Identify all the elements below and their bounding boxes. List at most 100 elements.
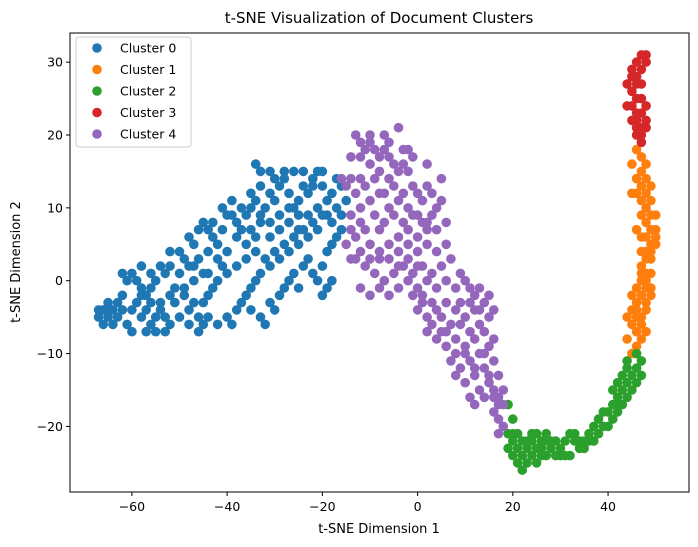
point-cluster-0-113 <box>284 275 294 286</box>
point-cluster-4-17 <box>346 173 356 184</box>
point-cluster-4-165 <box>436 173 447 184</box>
point-cluster-0-119 <box>312 275 323 286</box>
point-cluster-1-51 <box>646 290 656 301</box>
point-cluster-4-106 <box>484 377 494 388</box>
point-cluster-4-0 <box>350 130 361 140</box>
point-cluster-4-99 <box>446 356 456 366</box>
point-cluster-0-171 <box>265 217 275 228</box>
point-cluster-0-111 <box>265 297 275 308</box>
point-cluster-4-95 <box>484 341 494 352</box>
point-cluster-4-76 <box>460 275 471 286</box>
point-cluster-1-10 <box>627 290 637 301</box>
point-cluster-4-88 <box>422 326 432 337</box>
point-cluster-0-120 <box>317 261 328 271</box>
point-cluster-0-64 <box>255 217 266 228</box>
point-cluster-0-128 <box>155 261 166 271</box>
point-cluster-0-35 <box>174 246 185 257</box>
point-cluster-4-82 <box>460 312 471 322</box>
point-cluster-1-9 <box>631 297 642 308</box>
point-cluster-3-27 <box>636 130 647 140</box>
point-cluster-4-48 <box>403 239 413 250</box>
point-cluster-0-48 <box>217 261 228 271</box>
point-cluster-4-39 <box>360 224 371 235</box>
point-cluster-0-61 <box>241 239 251 250</box>
point-cluster-0-97 <box>265 261 275 271</box>
point-cluster-0-165 <box>298 166 309 177</box>
point-cluster-4-21 <box>369 173 380 184</box>
point-cluster-0-102 <box>241 290 251 301</box>
point-cluster-0-8 <box>93 305 104 315</box>
point-cluster-0-16 <box>131 275 142 286</box>
point-cluster-4-41 <box>341 239 352 250</box>
point-cluster-4-159 <box>408 290 418 301</box>
point-cluster-4-179 <box>412 261 423 271</box>
point-cluster-0-118 <box>308 268 318 279</box>
point-cluster-4-161 <box>465 297 475 308</box>
point-cluster-4-45 <box>374 246 385 257</box>
x-tick-label: 0 <box>414 499 422 514</box>
point-cluster-4-158 <box>417 297 428 308</box>
legend-label-cluster-0: Cluster 0 <box>120 41 176 56</box>
point-cluster-4-65 <box>365 290 375 301</box>
point-cluster-0-82 <box>327 188 337 199</box>
point-cluster-0-151 <box>122 319 132 330</box>
point-cluster-1-45 <box>622 334 632 344</box>
point-cluster-4-78 <box>469 290 480 301</box>
point-cluster-0-103 <box>236 297 247 308</box>
point-cluster-1-58 <box>646 283 656 293</box>
point-cluster-1-2 <box>636 334 647 344</box>
point-cluster-4-54 <box>436 261 447 271</box>
point-cluster-0-178 <box>198 217 209 228</box>
point-cluster-0-95 <box>274 254 285 264</box>
point-cluster-4-163 <box>484 290 494 301</box>
point-cluster-4-154 <box>484 370 494 381</box>
chart-title: t-SNE Visualization of Document Clusters <box>225 9 534 27</box>
point-cluster-4-43 <box>355 246 366 257</box>
point-cluster-0-89 <box>303 232 313 242</box>
point-cluster-0-49 <box>222 246 232 257</box>
point-cluster-0-88 <box>308 217 318 228</box>
points-layer <box>93 50 661 475</box>
point-cluster-4-139 <box>393 261 404 271</box>
point-cluster-0-124 <box>336 224 347 235</box>
point-cluster-0-123 <box>331 232 342 242</box>
y-axis: −20 −10 0 10 20 30 <box>37 55 70 434</box>
point-cluster-4-164 <box>489 305 499 315</box>
point-cluster-0-87 <box>312 224 323 235</box>
point-cluster-2-19 <box>560 436 570 446</box>
point-cluster-4-121 <box>346 210 356 220</box>
point-cluster-4-73 <box>441 275 452 286</box>
point-cluster-2-56 <box>541 428 551 439</box>
point-cluster-0-7 <box>108 319 118 330</box>
point-cluster-4-18 <box>341 181 352 191</box>
point-cluster-1-26 <box>641 217 651 228</box>
point-cluster-4-23 <box>389 181 399 191</box>
point-cluster-3-17 <box>641 122 651 133</box>
point-cluster-1-41 <box>631 144 642 155</box>
point-cluster-0-172 <box>255 210 266 220</box>
point-cluster-2-40 <box>622 392 632 403</box>
point-cluster-3-23 <box>622 101 632 111</box>
x-tick-label: 20 <box>505 499 521 514</box>
point-cluster-3-13 <box>636 108 647 118</box>
point-cluster-0-18 <box>146 283 156 293</box>
point-cluster-4-130 <box>403 224 413 235</box>
point-cluster-0-125 <box>322 283 332 293</box>
point-cluster-1-19 <box>646 254 656 264</box>
point-cluster-0-130 <box>136 261 147 271</box>
point-cluster-4-32 <box>427 210 437 220</box>
point-cluster-3-10 <box>636 93 647 104</box>
point-cluster-3-2 <box>631 57 642 67</box>
point-cluster-4-148 <box>489 334 499 344</box>
point-cluster-0-141 <box>212 319 223 330</box>
point-cluster-4-3 <box>365 137 375 148</box>
point-cluster-2-55 <box>531 443 542 454</box>
point-cluster-4-83 <box>450 305 461 315</box>
point-cluster-4-152 <box>441 341 452 352</box>
point-cluster-0-135 <box>212 254 223 264</box>
point-cluster-0-53 <box>217 224 228 235</box>
point-cluster-3-3 <box>636 64 647 75</box>
point-cluster-0-46 <box>203 268 213 279</box>
point-cluster-0-40 <box>179 290 190 301</box>
point-cluster-2-71 <box>517 465 528 475</box>
